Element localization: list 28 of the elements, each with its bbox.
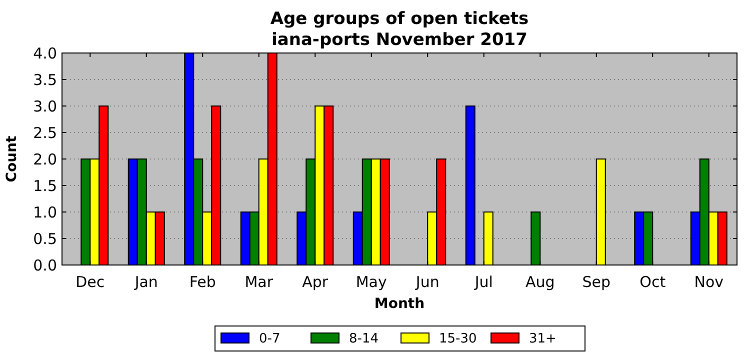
y-tick-label: 3.0: [33, 97, 57, 116]
x-tick-label: Sep: [582, 273, 611, 291]
x-tick-label: Oct: [640, 273, 666, 291]
y-tick-label: 4.0: [33, 44, 57, 62]
x-tick-label: Jun: [414, 273, 440, 291]
y-tick-label: 2.0: [33, 150, 57, 168]
x-tick-label: Jan: [134, 273, 158, 291]
x-tick-label: Aug: [525, 273, 555, 291]
legend-label: 8-14: [349, 332, 379, 347]
x-tick-label: Dec: [76, 273, 105, 291]
y-tick-label: 2.5: [33, 124, 57, 142]
chart-title: Age groups of open tickets iana-ports November 2017: [270, 9, 529, 50]
x-tick-label: Feb: [189, 273, 216, 291]
y-tick-label: 3.5: [33, 70, 57, 89]
y-axis-title: Count: [4, 135, 20, 182]
x-tick-label: Apr: [302, 273, 329, 291]
legend-label: 15-30: [439, 332, 477, 347]
y-tick-label: 1.5: [33, 176, 57, 195]
x-tick-label: Nov: [694, 273, 724, 291]
x-tick-label: May: [356, 273, 387, 291]
y-tick-label: 0.0: [33, 256, 57, 274]
x-tick-label: Mar: [244, 273, 274, 291]
legend-label: 0-7: [259, 332, 280, 347]
x-tick-label: Jul: [474, 273, 493, 291]
y-tick-label: 1.0: [33, 203, 57, 222]
y-tick-label: 0.5: [33, 230, 57, 248]
x-axis-title: Month: [374, 296, 425, 312]
legend-label: 31+: [529, 332, 556, 347]
